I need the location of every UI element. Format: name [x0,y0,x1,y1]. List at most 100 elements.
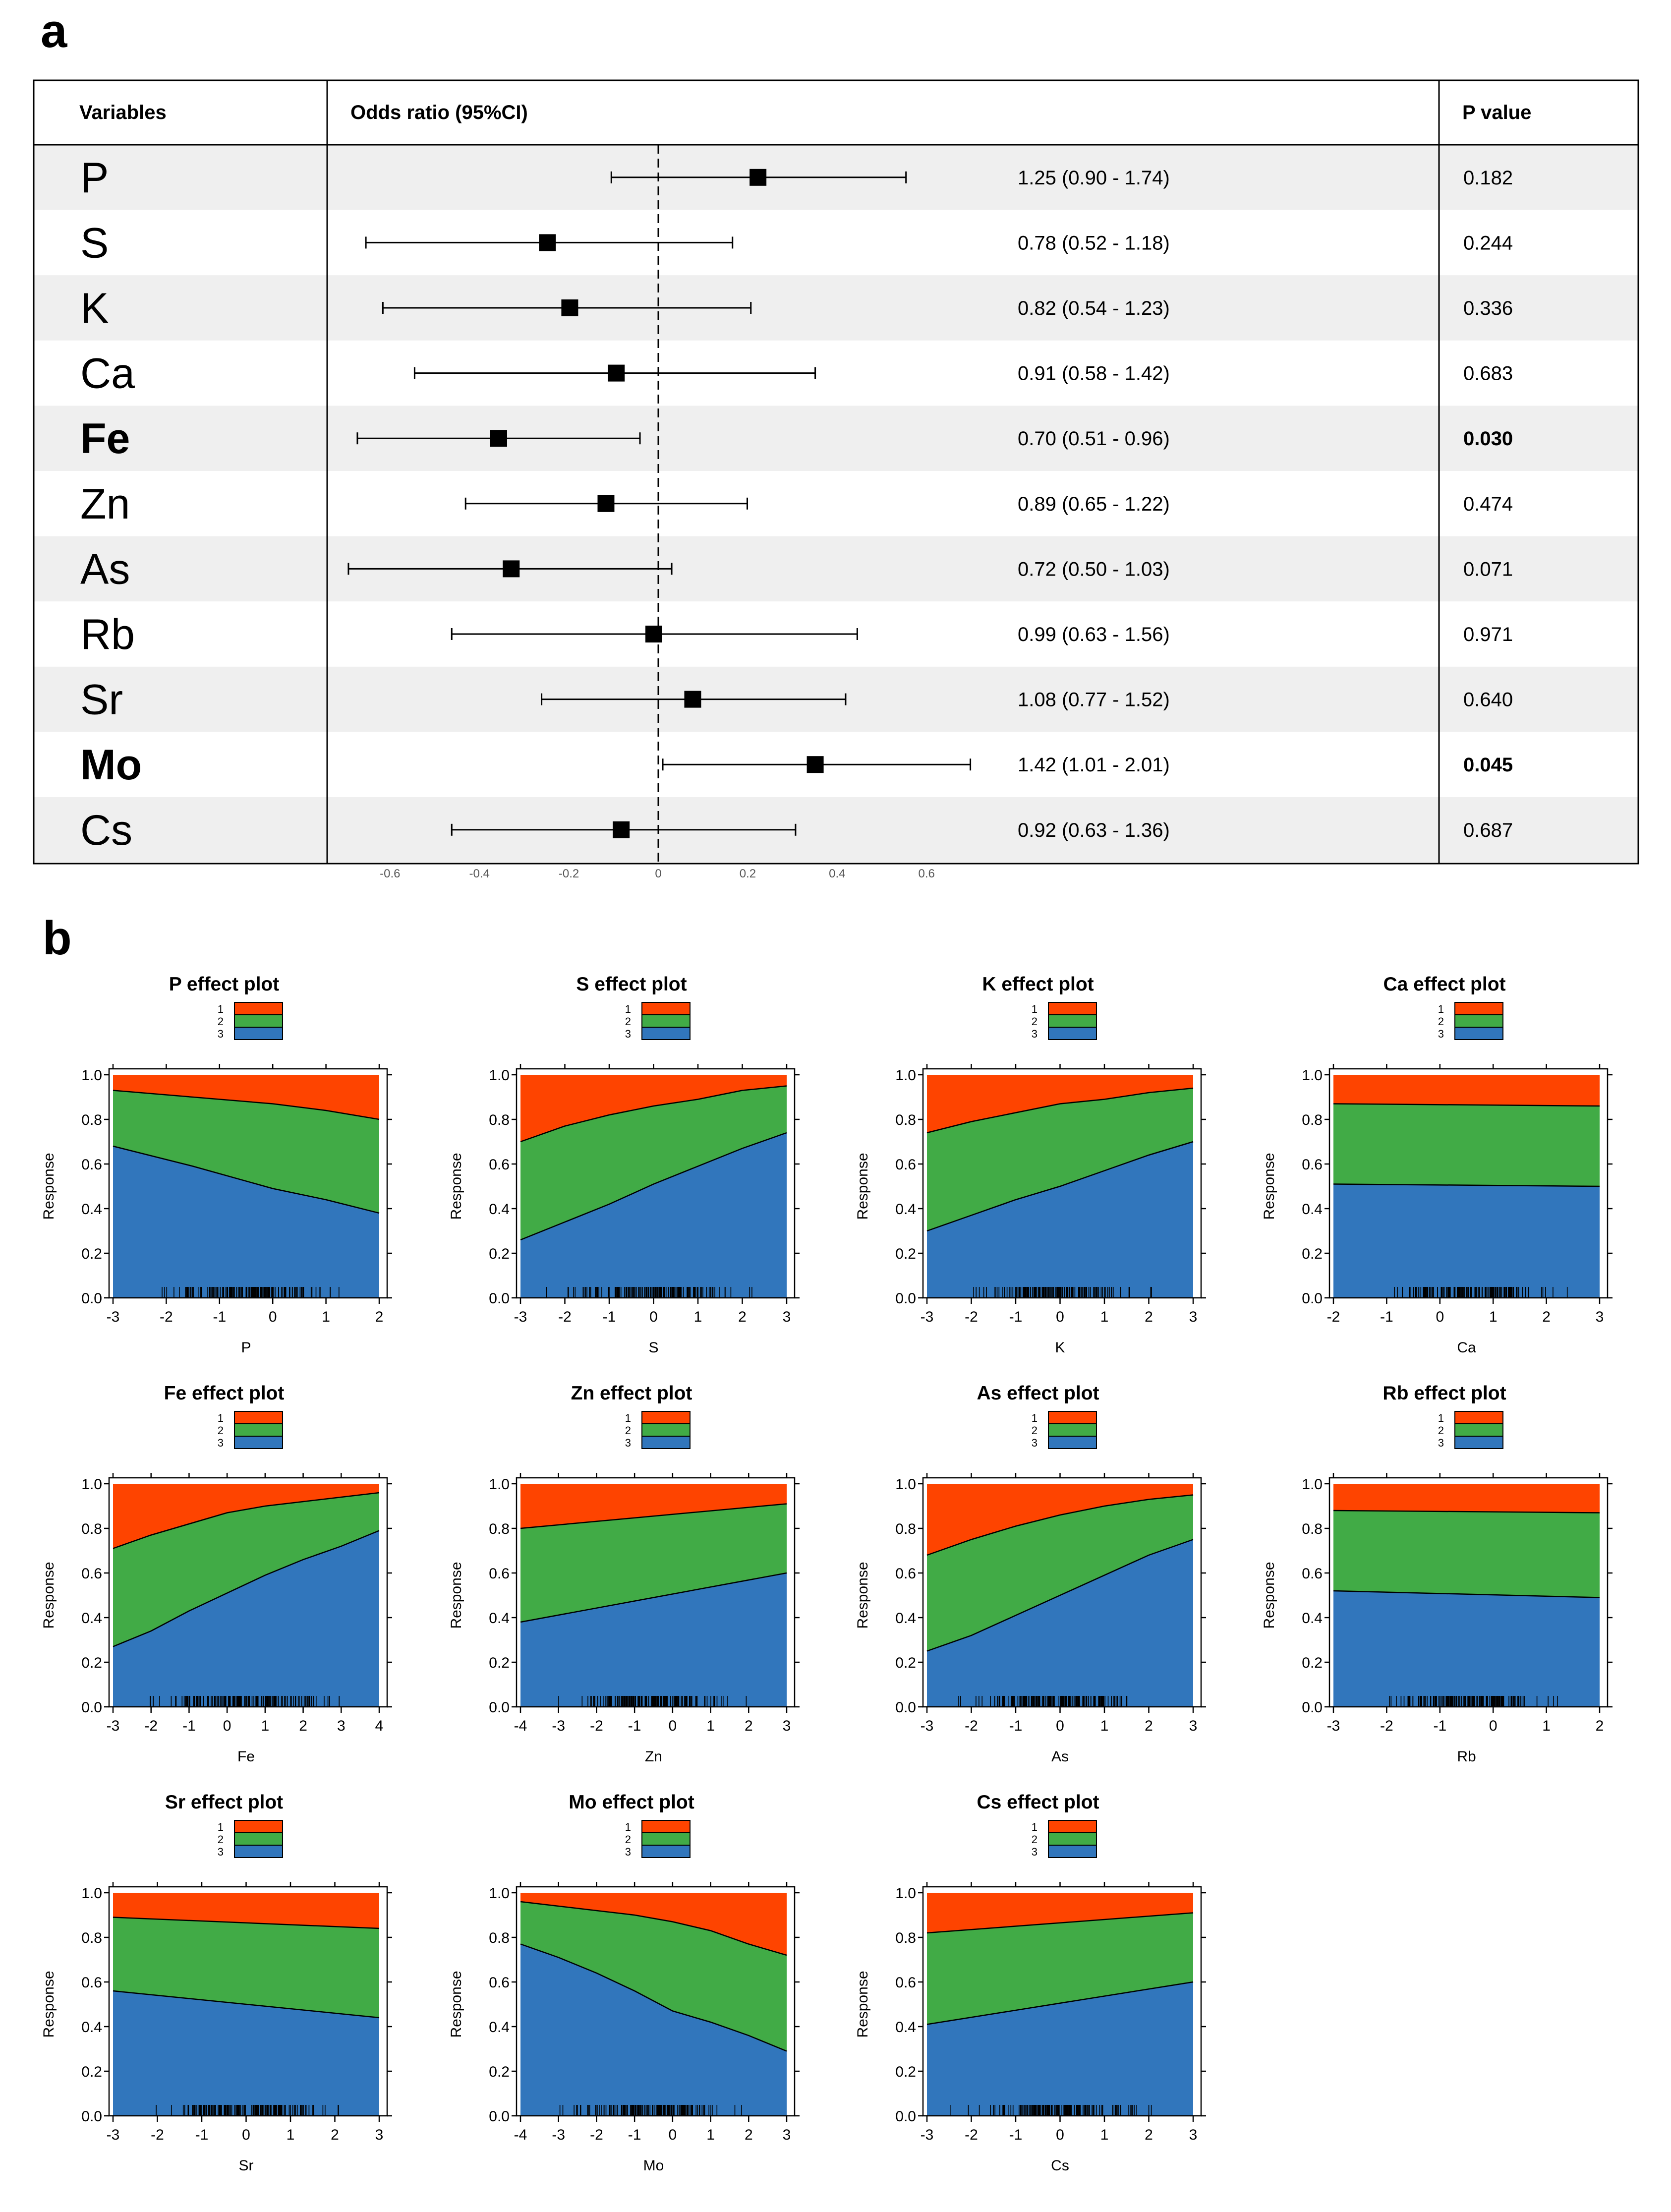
legend-label: 3 [218,1846,224,1858]
x-tick-label: -3 [107,1309,120,1325]
odds-ratio-marker [561,299,578,316]
x-tick-label: 3 [1189,1718,1198,1734]
legend-swatch-2 [1048,1423,1097,1437]
y-tick-label: 0.0 [81,1290,102,1307]
odds-ratio-text: 0.72 (0.50 - 1.03) [1018,558,1170,580]
y-tick-label: 1.0 [489,1476,510,1493]
area-category-3 [113,1530,379,1707]
legend-label: 2 [1032,1424,1037,1437]
y-tick-label: 0.6 [895,1975,916,1991]
x-tick-label: 1 [1489,1309,1498,1325]
x-tick-label: -1 [603,1309,616,1325]
rug-marks [162,1287,340,1298]
legend-label: 1 [1032,1412,1037,1424]
legend-swatch-3 [1454,1027,1503,1040]
x-tick-label: 1 [706,2127,715,2143]
rug-marks [1394,1287,1568,1298]
x-tick-label: -2 [590,1718,603,1734]
legend-swatch-1 [234,1411,283,1424]
y-tick-label: 0.2 [895,1655,916,1671]
variable-label-p: P [80,154,109,202]
area-category-3 [927,1539,1193,1707]
x-tick-label: -3 [921,1718,934,1734]
effect-plot-title: Ca effect plot [1383,974,1505,995]
y-axis-label: Response [855,1971,871,2037]
x-tick-label: -1 [213,1309,226,1325]
effect-plot-k: K effect plot1230.00.20.40.60.81.0Respon… [855,974,1206,1356]
x-tick-label: 0 [1056,2127,1064,2143]
legend-swatch-1 [641,1002,691,1015]
effect-plot-title: Fe effect plot [164,1383,285,1404]
x-axis-label: As [1051,1748,1069,1765]
x-tick-label: -3 [921,2127,934,2143]
y-tick-label: 0.8 [81,1521,102,1537]
legend-swatch-1 [1454,1411,1503,1424]
legend-swatch-3 [1048,1845,1097,1858]
x-tick-label: 1 [706,1718,715,1734]
effect-plot-mo: Mo effect plot1230.00.20.40.60.81.0Respo… [448,1792,800,2174]
variable-label-mo: Mo [80,741,142,789]
y-axis-label: Response [41,1971,57,2037]
legend-label: 2 [218,1015,224,1028]
odds-ratio-text: 1.25 (0.90 - 1.74) [1018,167,1170,189]
odds-ratio-text: 0.89 (0.65 - 1.22) [1018,493,1170,515]
y-tick-label: 0.2 [895,1246,916,1262]
y-tick-label: 0.4 [489,1610,510,1627]
legend-label: 1 [1032,1821,1037,1833]
x-tick-label: -3 [107,1718,120,1734]
effect-plot-title: As effect plot [977,1383,1099,1404]
legend-swatch-1 [1454,1002,1503,1015]
x-tick-label: -3 [107,2127,120,2143]
x-tick-label: 0 [1436,1309,1444,1325]
row-shade [34,536,1638,602]
y-tick-label: 0.8 [489,1112,510,1128]
y-tick-label: 1.0 [1302,1067,1323,1084]
x-tick-label: 0 [649,1309,658,1325]
x-tick-label: -2 [965,1718,978,1734]
y-tick-label: 0.2 [81,1655,102,1671]
plot-frame [1328,1068,1609,1299]
legend-label: 3 [625,1846,631,1858]
boundary-line-2 [113,1492,380,1549]
x-tick-label: 2 [1145,1309,1153,1325]
area-category-3 [927,1982,1193,2116]
p-value-text: 0.045 [1463,754,1513,776]
legend-label: 1 [218,1003,224,1015]
x-tick-label: 2 [1145,2127,1153,2143]
legend-swatch-1 [1048,1411,1097,1424]
boundary-line-2 [1333,1103,1600,1107]
x-tick-label: 0.6 [919,867,935,880]
odds-ratio-text: 1.08 (0.77 - 1.52) [1018,689,1170,711]
plot-frame [108,1477,388,1708]
x-axis-label: S [648,1339,658,1356]
x-tick-label: 3 [1596,1309,1604,1325]
y-tick-label: 1.0 [895,1476,916,1493]
legend-swatch-3 [234,1845,283,1858]
y-tick-label: 1.0 [489,1885,510,1902]
y-tick-label: 0.0 [489,1290,510,1307]
x-axis-label: Cs [1051,2157,1069,2174]
y-axis-label: Response [448,1153,464,1220]
boundary-line-3 [926,1539,1194,1652]
variable-label-s: S [80,219,109,267]
x-tick-label: -2 [558,1309,572,1325]
x-tick-label: 2 [1596,1718,1604,1734]
plot-frame [516,1886,796,2117]
y-tick-label: 0.6 [81,1157,102,1173]
variable-label-zn: Zn [80,480,130,528]
legend-label: 1 [218,1412,224,1424]
x-tick-label: -4 [514,1718,527,1734]
y-tick-label: 0.4 [895,1610,916,1627]
y-tick-label: 0.6 [895,1566,916,1582]
y-tick-label: 0.4 [895,2019,916,2036]
variable-label-rb: Rb [80,611,135,658]
x-tick-label: 2 [331,2127,339,2143]
x-tick-label: 0 [669,1718,677,1734]
x-tick-label: 0 [223,1718,231,1734]
x-axis-label: Mo [643,2157,664,2174]
y-tick-label: 0.2 [81,1246,102,1262]
p-value-text: 0.244 [1463,232,1513,254]
legend-label: 1 [625,1821,631,1833]
x-tick-label: 0 [1056,1718,1064,1734]
forest-plot: Variables Odds ratio (95%CI) P value P 1.25 … [33,79,1639,880]
